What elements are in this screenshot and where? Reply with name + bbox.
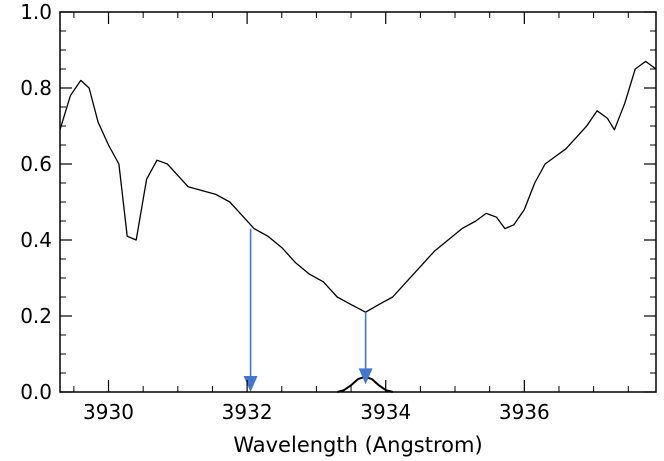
y-tick-label: 1.0 <box>20 0 52 24</box>
plot-lines <box>59 60 657 393</box>
spectrum-line <box>59 60 657 313</box>
x-tick-label: 3936 <box>499 400 550 424</box>
axis-tick-labels: 3930 3932 3934 3936 0.0 0.2 0.4 0.6 0.8 1.0 <box>20 0 550 424</box>
x-axis-title: Wavelength (Angstrom) <box>233 433 482 457</box>
y-tick-label: 0.8 <box>20 76 52 100</box>
x-tick-label: 3934 <box>360 400 411 424</box>
y-tick-label: 0.2 <box>20 304 52 328</box>
arrow-head-1 <box>243 376 258 392</box>
x-tick-label: 3932 <box>222 400 273 424</box>
arrow-head-2 <box>358 368 373 385</box>
x-tick-label: 3930 <box>83 400 134 424</box>
plot-frame <box>59 11 657 393</box>
y-tick-label: 0.6 <box>20 152 52 176</box>
y-tick-label: 0.0 <box>20 380 52 404</box>
y-tick-label: 0.4 <box>20 228 52 252</box>
axis-ticks <box>60 11 656 393</box>
arrow-annotations <box>243 228 373 392</box>
